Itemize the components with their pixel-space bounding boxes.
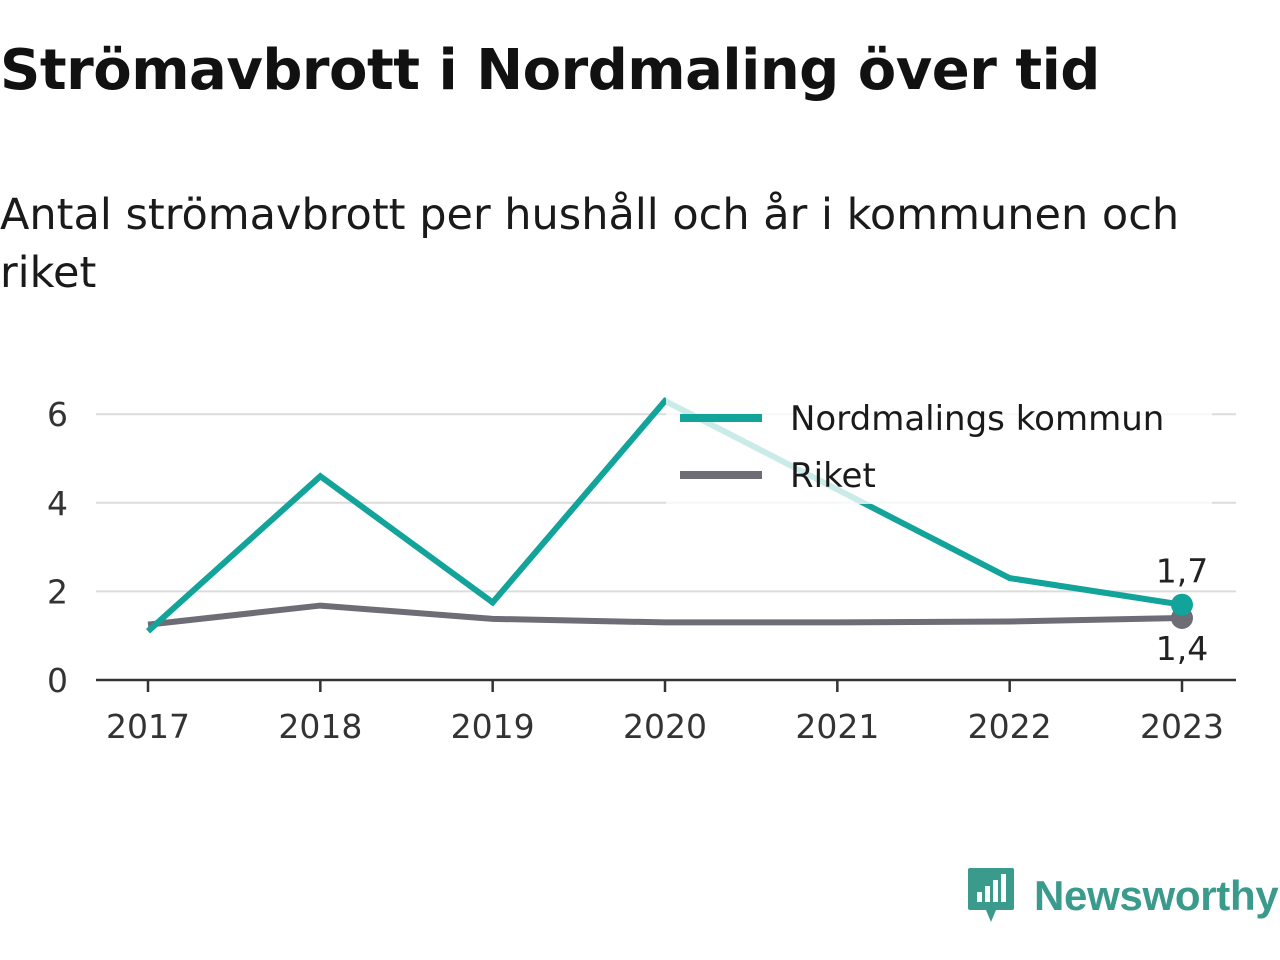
x-tick-label-2018: 2018 bbox=[278, 707, 362, 746]
chart-title: Strömavbrott i Nordmaling över tid bbox=[0, 38, 1100, 103]
x-tick-label-2017: 2017 bbox=[106, 707, 190, 746]
newsworthy-logo-icon bbox=[968, 868, 1014, 922]
x-tick-label-2020: 2020 bbox=[623, 707, 707, 746]
x-tick-label-2022: 2022 bbox=[968, 707, 1052, 746]
y-tick-label-6: 6 bbox=[47, 395, 68, 434]
data-label-nordmalings-kommun-2023: 1,7 bbox=[1156, 552, 1208, 591]
series-end-point-nordmalings-kommun bbox=[1171, 593, 1193, 616]
y-tick-label-0: 0 bbox=[47, 661, 68, 700]
series-line-nordmalings-kommun bbox=[145, 397, 1183, 634]
y-tick-label-2: 2 bbox=[47, 572, 68, 611]
x-tick-label-2023: 2023 bbox=[1140, 707, 1224, 746]
y-tick-label-4: 4 bbox=[47, 484, 68, 523]
x-tick-label-2019: 2019 bbox=[451, 707, 535, 746]
brand-name: Newsworthy bbox=[1034, 872, 1279, 919]
chart-subtitle: Antal strömavbrott per hushåll och år i … bbox=[0, 190, 1180, 298]
series-line-riket bbox=[147, 602, 1183, 628]
x-tick-label-2021: 2021 bbox=[795, 707, 879, 746]
data-label-riket-2023: 1,4 bbox=[1156, 629, 1208, 668]
brand-logo: Newsworthy bbox=[966, 866, 1279, 926]
legend-label-1: Riket bbox=[790, 456, 876, 496]
legend-label-0: Nordmalings kommun bbox=[790, 399, 1164, 439]
legend-background bbox=[666, 392, 1212, 504]
